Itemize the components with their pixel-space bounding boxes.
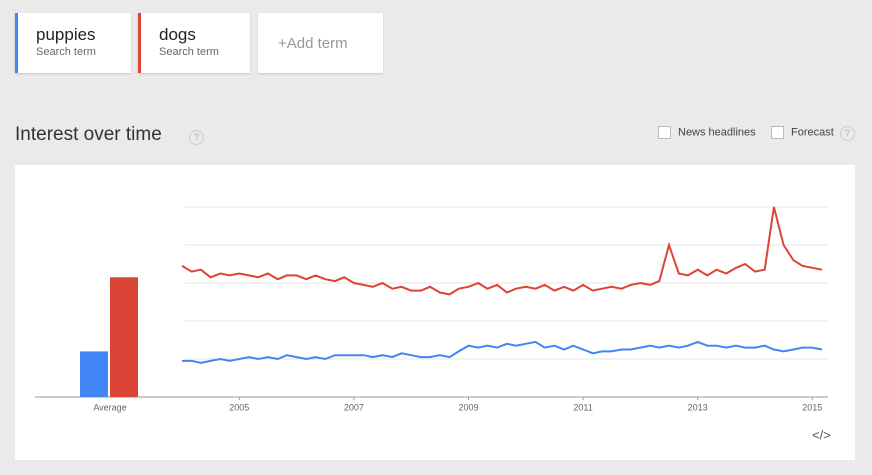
x-tick-label: 2007 — [344, 402, 364, 412]
section-title: Interest over time — [15, 124, 162, 145]
trend-line — [182, 340, 823, 364]
average-bar — [110, 277, 138, 397]
x-tick-label: 2015 — [802, 402, 822, 412]
x-tick-label: 2011 — [573, 402, 592, 412]
option-label: News headlines — [678, 126, 756, 139]
add-term-label: +Add term — [278, 35, 348, 52]
help-icon[interactable]: ? — [840, 126, 855, 141]
term-card[interactable]: puppies Search term — [15, 13, 131, 73]
term-subtitle: Search term — [159, 46, 219, 58]
trend-line — [181, 206, 823, 296]
average-bar — [80, 351, 108, 397]
x-tick-label: 2005 — [229, 402, 249, 412]
forecast-option[interactable]: Forecast — [771, 126, 834, 139]
embed-icon[interactable]: </> — [812, 427, 831, 442]
term-name: dogs — [159, 25, 196, 44]
average-label: Average — [93, 402, 126, 412]
term-card[interactable]: dogs Search term — [138, 13, 250, 73]
add-term[interactable]: +Add term — [258, 13, 383, 73]
term-subtitle: Search term — [36, 46, 96, 58]
help-icon[interactable]: ? — [189, 130, 204, 145]
news-option[interactable]: News headlines — [658, 126, 756, 139]
x-tick-label: 2009 — [458, 402, 478, 412]
option-label: Forecast — [791, 126, 834, 139]
chart: </> 2005 2007 2009 2011 2013 2015 Average — [15, 165, 855, 460]
term-name: puppies — [36, 25, 96, 44]
x-tick-label: 2013 — [688, 402, 708, 412]
